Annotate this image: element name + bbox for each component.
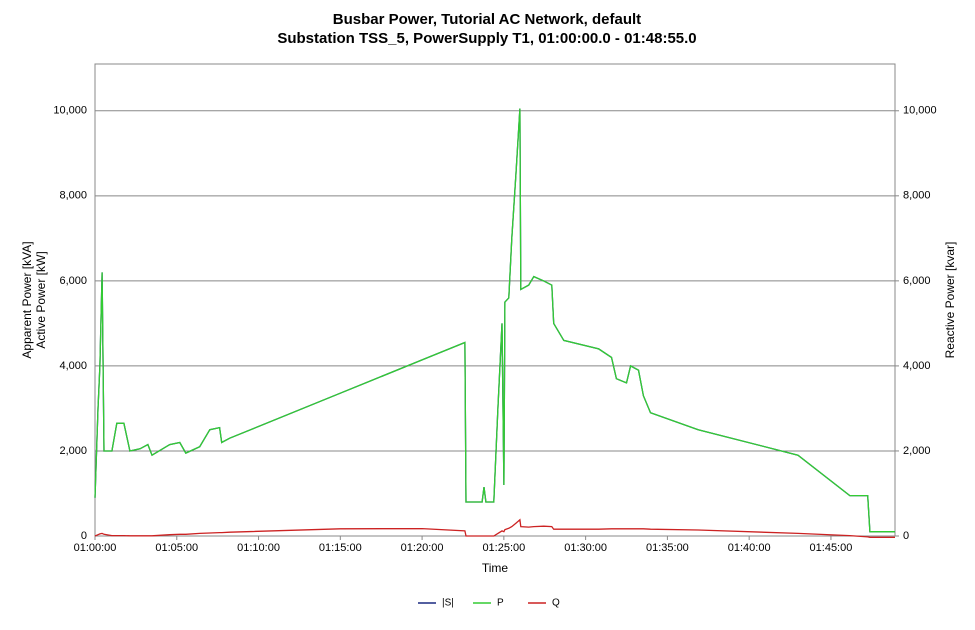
y2-tick-label: 6,000 [903, 275, 931, 287]
y-tick-label: 6,000 [59, 275, 87, 287]
y2-tick-label: 2,000 [903, 445, 931, 457]
y-tick-label: 2,000 [59, 445, 87, 457]
y-axis-label: Active Power [kW] [34, 251, 48, 348]
x-tick-label: 01:10:00 [237, 542, 280, 554]
y-tick-label: 10,000 [53, 105, 87, 117]
x-tick-label: 01:30:00 [564, 542, 607, 554]
series-line [94, 108, 895, 533]
x-tick-label: 01:35:00 [646, 542, 689, 554]
x-tick-label: 01:15:00 [319, 542, 362, 554]
y2-tick-label: 0 [903, 530, 909, 542]
y-axis-label: Apparent Power [kVA] [20, 241, 34, 358]
y2-tick-label: 8,000 [903, 190, 931, 202]
y2-tick-label: 4,000 [903, 360, 931, 372]
y-tick-label: 4,000 [59, 360, 87, 372]
chart-subtitle: Substation TSS_5, PowerSupply T1, 01:00:… [277, 30, 696, 47]
x-tick-label: 01:25:00 [482, 542, 525, 554]
y-tick-label: 0 [81, 530, 87, 542]
legend-label: |S| [442, 598, 454, 609]
y2-axis-label: Reactive Power [kvar] [943, 242, 957, 359]
series-line [94, 518, 895, 538]
x-tick-label: 01:20:00 [401, 542, 444, 554]
y-tick-label: 8,000 [59, 190, 87, 202]
x-tick-label: 01:40:00 [728, 542, 771, 554]
x-tick-label: 01:45:00 [810, 542, 853, 554]
legend-label: P [497, 598, 504, 609]
y2-tick-label: 10,000 [903, 105, 937, 117]
x-tick-label: 01:00:00 [74, 542, 117, 554]
x-axis-label: Time [482, 561, 509, 575]
x-tick-label: 01:05:00 [155, 542, 198, 554]
chart-title: Busbar Power, Tutorial AC Network, defau… [333, 11, 641, 28]
legend-label: Q [552, 598, 560, 609]
